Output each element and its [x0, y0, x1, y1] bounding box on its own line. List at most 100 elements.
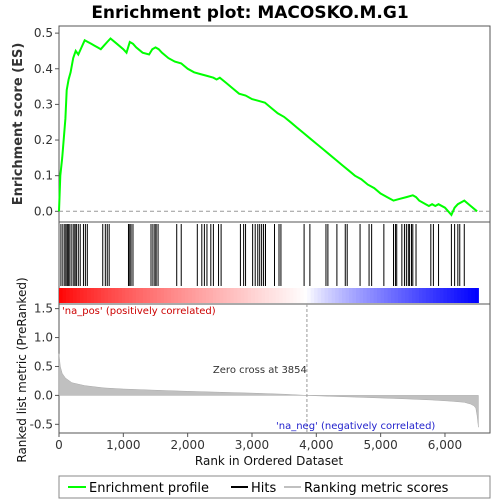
heat-cell [254, 288, 259, 303]
heat-cell [303, 288, 308, 303]
heat-cell [69, 288, 74, 303]
heat-cell [237, 288, 242, 303]
heat-bar [59, 288, 479, 303]
heat-cell [258, 288, 263, 303]
heat-cell [286, 288, 291, 303]
heat-cell [160, 288, 165, 303]
legend-hits-label: Hits [251, 481, 276, 496]
heat-cell [265, 288, 270, 303]
hits-layer [60, 224, 465, 286]
heat-cell [345, 288, 350, 303]
heat-cell [419, 288, 423, 303]
metric-y-tick-label: -0.5 [30, 417, 53, 431]
heat-cell [209, 288, 214, 303]
heat-cell [467, 288, 472, 303]
heat-cell [226, 288, 231, 303]
heat-cell [471, 288, 476, 303]
heat-cell [450, 288, 455, 303]
metric-y-tick-label: 1.5 [34, 302, 53, 316]
heat-cell [149, 288, 154, 303]
heat-cell [460, 288, 465, 303]
heat-cell [79, 288, 84, 303]
heat-cell [59, 288, 63, 303]
heat-cell [223, 288, 228, 303]
heat-cell [439, 288, 444, 303]
metric-x-tick-label: 3,000 [235, 438, 269, 452]
heat-cell [86, 288, 91, 303]
es-line-layer [58, 37, 490, 217]
heat-cell [310, 288, 315, 303]
es-y-tick-label: 0.4 [34, 62, 53, 76]
heat-cell [314, 288, 319, 303]
heat-cell [457, 288, 462, 303]
heat-cell [446, 288, 451, 303]
heat-cell [289, 288, 294, 303]
enrichment-profile-line [58, 37, 478, 217]
heat-cell [328, 288, 333, 303]
heat-cell [356, 288, 361, 303]
metric-x-tick-label: 4,000 [299, 438, 333, 452]
pos-correlated-label: 'na_pos' (positively correlated) [62, 306, 216, 317]
heat-cell [405, 288, 410, 303]
es-y-tick-label: 0.3 [34, 97, 53, 111]
heat-cell [219, 288, 224, 303]
metric-y-tick-label: 0.0 [34, 388, 53, 402]
heat-cell [170, 288, 175, 303]
metric-x-tick-label: 6,000 [428, 438, 462, 452]
heat-cell [100, 288, 105, 303]
metric-x-tick-label: 1,000 [106, 438, 140, 452]
heat-cell [321, 288, 326, 303]
heat-cell [132, 288, 137, 303]
heat-cell [128, 288, 133, 303]
heat-cell [125, 288, 130, 303]
heat-cell [233, 288, 238, 303]
heat-cell [139, 288, 144, 303]
heat-cell [181, 288, 186, 303]
heat-cell [205, 288, 210, 303]
heat-cell [247, 288, 252, 303]
heat-cell [398, 288, 403, 303]
heat-cell [443, 288, 448, 303]
heat-cell [156, 288, 161, 303]
heat-cell [408, 288, 413, 303]
heat-cell [331, 288, 336, 303]
heat-cell [167, 288, 172, 303]
metric-y-tick-label: 1.0 [34, 331, 53, 345]
heat-cell [373, 288, 378, 303]
heat-cell [324, 288, 329, 303]
heat-cell [114, 288, 119, 303]
heat-cell [432, 288, 437, 303]
metric-x-axis: 0 1,000 2,000 3,000 4,000 5,000 6,000 [55, 433, 462, 452]
heat-cell [422, 288, 427, 303]
heat-cell [384, 288, 389, 303]
heat-cell [118, 288, 123, 303]
heat-cell [349, 288, 354, 303]
heat-cell [202, 288, 207, 303]
heat-cell [163, 288, 168, 303]
heat-cell [184, 288, 189, 303]
heat-cell [121, 288, 126, 303]
heat-cell [342, 288, 347, 303]
heat-cell [83, 288, 88, 303]
metric-y-axis: -0.5 0.0 0.5 1.0 1.5 [30, 302, 59, 431]
heat-cell [366, 288, 371, 303]
es-y-tick-label: 0.5 [34, 26, 53, 40]
heat-cell [230, 288, 235, 303]
heat-cell [296, 288, 301, 303]
es-y-label: Enrichment score (ES) [11, 43, 26, 206]
heat-cell [76, 288, 81, 303]
heat-cell [153, 288, 158, 303]
es-y-tick-label: 0.2 [34, 133, 53, 147]
chart-title: Enrichment plot: MACOSKO.M.G1 [91, 3, 408, 23]
legend-profile-label: Enrichment profile [89, 481, 209, 496]
heat-cell [429, 288, 434, 303]
heat-cell [474, 288, 479, 303]
heat-cell [394, 288, 399, 303]
heat-cell [212, 288, 217, 303]
heat-cell [415, 288, 420, 303]
heat-cell [251, 288, 256, 303]
heat-cell [436, 288, 441, 303]
heat-cell [335, 288, 340, 303]
heat-cell [93, 288, 98, 303]
